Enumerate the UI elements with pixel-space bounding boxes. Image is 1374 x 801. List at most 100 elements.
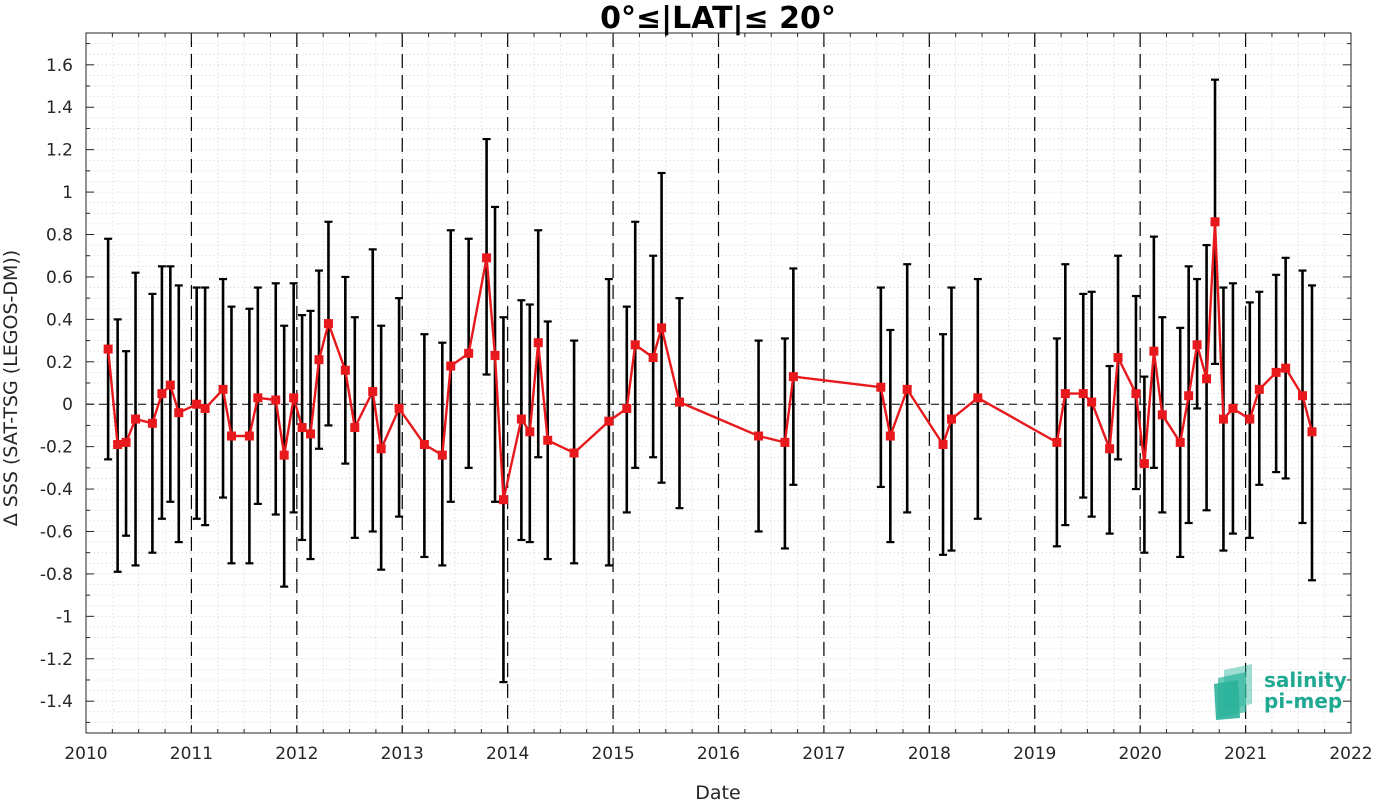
data-point-marker <box>1184 391 1194 401</box>
x-tick-label: 2022 <box>1329 744 1372 764</box>
data-point-marker <box>1228 403 1238 413</box>
y-tick-label: 1.6 <box>46 56 73 76</box>
x-tick-label: 2017 <box>802 744 845 764</box>
data-point-marker <box>174 408 184 418</box>
chart-title: 0°≤|LAT|≤ 20° <box>600 1 836 36</box>
data-point-marker <box>1271 367 1281 377</box>
x-tick-label: 2016 <box>697 744 740 764</box>
y-tick-label: 0.8 <box>46 226 73 246</box>
data-point-marker <box>350 423 360 433</box>
data-point-marker <box>622 403 632 413</box>
x-axis-label: Date <box>695 782 740 801</box>
data-point-marker <box>902 384 912 394</box>
x-tick-label: 2021 <box>1224 744 1267 764</box>
logo-text-salinity: salinity <box>1264 668 1347 692</box>
data-point-marker <box>1254 384 1264 394</box>
y-tick-label: 0.6 <box>46 268 73 288</box>
data-point-marker <box>1281 363 1291 373</box>
y-tick-label: -1 <box>56 607 73 627</box>
data-point-marker <box>885 431 895 441</box>
x-tick-label: 2018 <box>908 744 951 764</box>
year-boundary-lines <box>190 33 1247 733</box>
data-point-marker <box>569 448 579 458</box>
data-point-marker <box>973 393 983 403</box>
data-point-marker <box>630 340 640 350</box>
y-tick-label: 1 <box>62 183 73 203</box>
y-tick-label: -0.2 <box>40 438 73 458</box>
data-point-marker <box>674 397 684 407</box>
logo-text-pi-mep: pi-mep <box>1264 689 1342 713</box>
data-point-marker <box>419 440 429 450</box>
x-tick-label: 2010 <box>64 744 107 764</box>
data-point-marker <box>533 338 543 348</box>
data-point-marker <box>1307 427 1317 437</box>
data-point-marker <box>394 403 404 413</box>
data-point-marker <box>314 355 324 365</box>
data-point-marker <box>482 253 492 263</box>
data-point-marker <box>754 431 764 441</box>
y-tick-label: -0.8 <box>40 565 73 585</box>
data-point-marker <box>1113 353 1123 363</box>
data-point-marker <box>218 384 228 394</box>
data-point-marker <box>1052 437 1062 447</box>
y-tick-label: -1.2 <box>40 650 73 670</box>
series-line <box>106 221 1314 500</box>
axis-ticks <box>85 33 1352 733</box>
data-point-marker <box>437 450 447 460</box>
x-tick-label: 2019 <box>1013 744 1056 764</box>
data-point-marker <box>1202 374 1212 384</box>
data-point-marker <box>244 431 254 441</box>
data-point-marker <box>648 353 658 363</box>
data-point-marker <box>1210 217 1220 227</box>
data-point-marker <box>113 440 123 450</box>
y-tick-label: 0 <box>62 395 73 415</box>
data-point-marker <box>226 431 236 441</box>
data-point-marker <box>1192 340 1202 350</box>
x-tick-label: 2020 <box>1119 744 1162 764</box>
data-point-marker <box>657 323 667 333</box>
data-point-marker <box>1298 391 1308 401</box>
y-tick-label: 1.4 <box>46 98 73 118</box>
data-point-marker <box>1245 414 1255 424</box>
data-point-marker <box>525 427 535 437</box>
data-point-marker <box>297 423 307 433</box>
data-point-marker <box>1087 397 1097 407</box>
data-point-marker <box>938 440 948 450</box>
x-tick-labels: 2010 2011 2012 2013 2014 2015 2016 2017 2018 2019… <box>64 744 1372 764</box>
data-point-marker <box>1149 346 1159 356</box>
data-point-marker <box>780 437 790 447</box>
data-point-marker <box>464 348 474 358</box>
data-point-marker <box>340 365 350 375</box>
data-point-marker <box>121 437 131 447</box>
logo-mark-icon <box>1214 664 1252 720</box>
data-point-marker <box>368 386 378 396</box>
data-point-marker <box>543 435 553 445</box>
data-point-marker <box>1139 459 1149 469</box>
data-point-marker <box>157 389 167 399</box>
data-point-marker <box>147 418 157 428</box>
x-tick-label: 2011 <box>170 744 213 764</box>
data-point-marker <box>1105 444 1115 454</box>
data-point-marker <box>271 395 281 405</box>
data-point-marker <box>604 416 614 426</box>
x-tick-label: 2014 <box>486 744 529 764</box>
data-point-marker <box>1218 414 1228 424</box>
data-point-marker <box>446 361 456 371</box>
data-point-marker <box>192 399 202 409</box>
y-axis-label: Δ SSS (SAT-TSG (LEGOS-DM)) <box>0 250 22 526</box>
data-point-marker <box>946 414 956 424</box>
data-point-marker <box>165 380 175 390</box>
data-point-marker <box>498 495 508 505</box>
data-point-marker <box>323 319 333 329</box>
data-point-marker <box>1157 410 1167 420</box>
data-point-marker <box>490 350 500 360</box>
data-point-marker <box>788 372 798 382</box>
y-tick-label: 0.4 <box>46 310 73 330</box>
series-markers <box>103 217 1317 505</box>
data-point-marker <box>876 382 886 392</box>
data-point-marker <box>253 393 263 403</box>
y-tick-label: -0.4 <box>40 480 73 500</box>
x-tick-label: 2013 <box>381 744 424 764</box>
data-point-marker <box>103 344 113 354</box>
